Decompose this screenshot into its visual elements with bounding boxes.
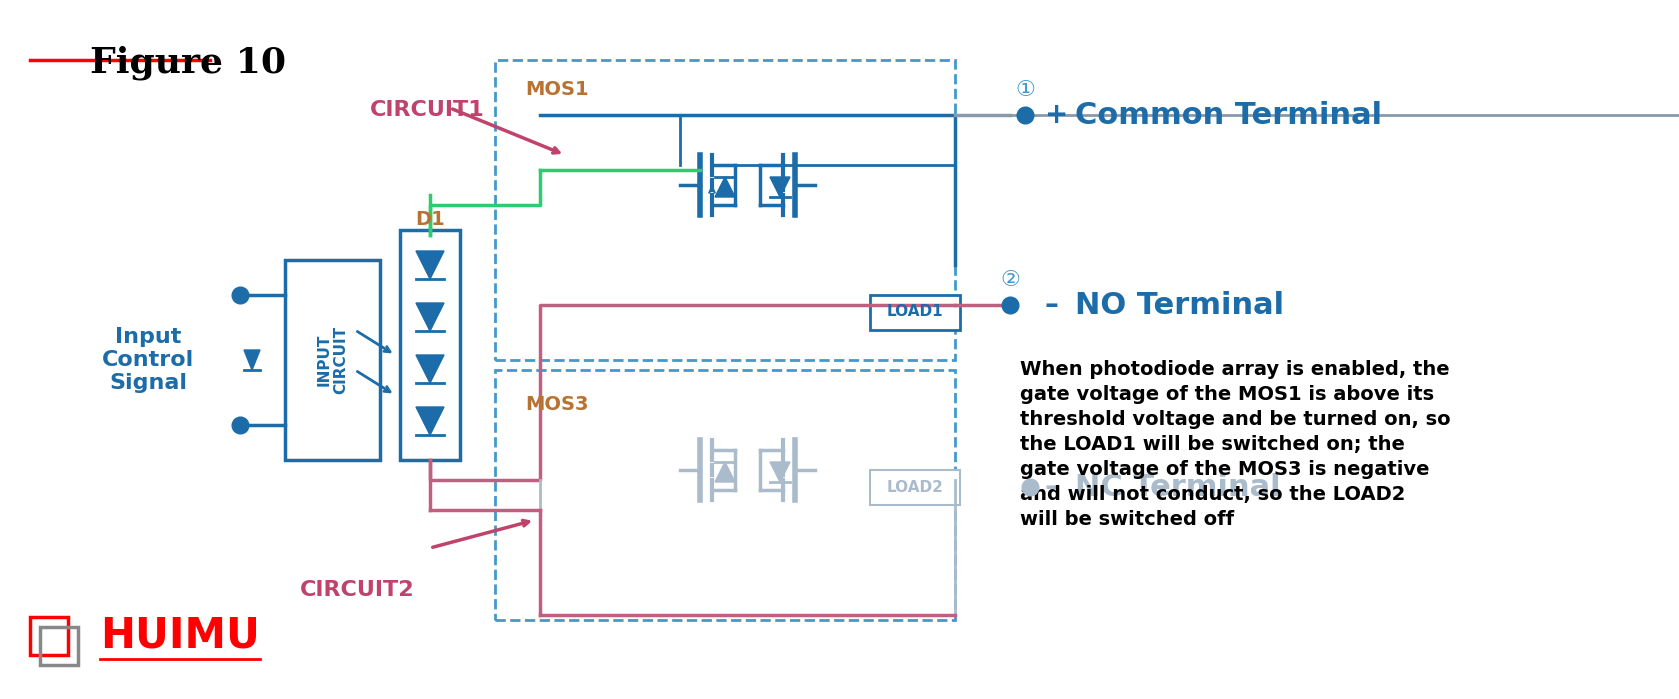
Text: MOS1: MOS1 — [526, 80, 589, 99]
Polygon shape — [416, 251, 443, 279]
Text: When photodiode array is enabled, the
gate voltage of the MOS1 is above its
thre: When photodiode array is enabled, the ga… — [1021, 360, 1451, 529]
Bar — [495, 370, 955, 620]
Polygon shape — [715, 177, 735, 197]
Bar — [285, 260, 379, 460]
Text: NC Terminal: NC Terminal — [1075, 473, 1281, 501]
Bar — [400, 230, 460, 460]
Text: –: – — [1044, 291, 1059, 319]
Text: INPUT
CIRCUIT: INPUT CIRCUIT — [316, 326, 349, 394]
Text: D1: D1 — [415, 210, 445, 229]
Text: LOAD2: LOAD2 — [887, 480, 944, 494]
Text: Figure 10: Figure 10 — [91, 45, 285, 80]
Bar — [870, 470, 960, 505]
Text: NO Terminal: NO Terminal — [1075, 291, 1284, 319]
Text: Input
Control
Signal: Input Control Signal — [102, 327, 195, 394]
Polygon shape — [243, 350, 260, 370]
Bar — [495, 60, 955, 360]
Polygon shape — [416, 407, 443, 435]
Polygon shape — [416, 303, 443, 331]
Text: MOS3: MOS3 — [526, 395, 589, 414]
Text: HUIMU: HUIMU — [101, 614, 260, 656]
Polygon shape — [771, 462, 791, 482]
Polygon shape — [416, 355, 443, 383]
Text: –: – — [1044, 473, 1059, 501]
Polygon shape — [771, 177, 791, 197]
Bar — [870, 295, 960, 330]
Text: CIRCUIT1: CIRCUIT1 — [369, 100, 485, 120]
Text: LOAD1: LOAD1 — [887, 305, 944, 319]
Text: Common Terminal: Common Terminal — [1075, 101, 1382, 129]
Text: ①: ① — [1016, 80, 1034, 100]
Polygon shape — [715, 462, 735, 482]
Bar — [40, 627, 77, 665]
Text: CIRCUIT2: CIRCUIT2 — [301, 580, 415, 600]
Text: ②: ② — [1001, 270, 1021, 290]
Text: +: + — [1044, 101, 1068, 129]
Bar — [30, 617, 69, 655]
